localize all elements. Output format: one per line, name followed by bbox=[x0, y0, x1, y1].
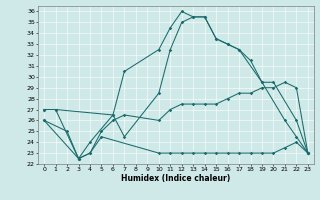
X-axis label: Humidex (Indice chaleur): Humidex (Indice chaleur) bbox=[121, 174, 231, 183]
